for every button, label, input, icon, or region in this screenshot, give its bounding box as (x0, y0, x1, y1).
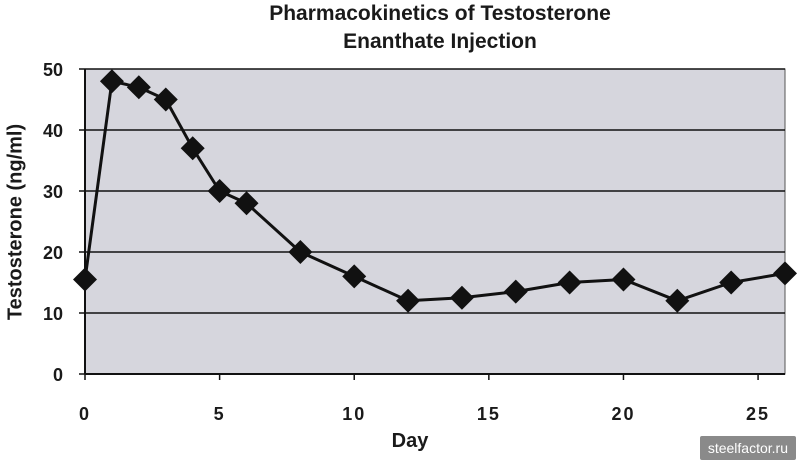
data-point-marker (73, 267, 97, 292)
data-point-marker (449, 285, 474, 310)
data-point-marker (611, 267, 636, 292)
chart-title-line-1: Pharmacokinetics of Testosterone (269, 2, 611, 25)
x-tick-label: 0 (79, 404, 91, 424)
y-tick-label: 20 (43, 243, 63, 263)
data-point-marker (719, 270, 744, 295)
data-point-marker (126, 75, 151, 100)
x-tick-label: 15 (477, 404, 501, 424)
y-tick-label: 30 (43, 182, 63, 202)
data-point-marker (503, 279, 528, 304)
data-point-marker (342, 264, 367, 289)
data-point-marker (153, 87, 178, 112)
data-point-marker (773, 261, 797, 286)
x-axis-label: Day (391, 430, 429, 452)
chart-title-line-2: Enanthate Injection (343, 30, 537, 53)
watermark: steelfactor.ru (699, 436, 796, 460)
data-point-marker (396, 288, 421, 313)
data-point-marker (557, 270, 582, 295)
data-point-marker (207, 179, 232, 203)
data-point-marker (99, 69, 124, 94)
y-tick-label: 0 (53, 365, 63, 385)
x-tick-label: 20 (611, 404, 635, 424)
plot-area (84, 68, 786, 375)
y-tick-label: 10 (43, 304, 63, 324)
x-tick-label: 25 (746, 404, 770, 424)
data-point-marker (665, 288, 690, 313)
data-point-marker (234, 191, 259, 216)
x-tick-label: 10 (342, 404, 366, 424)
data-point-marker (288, 240, 313, 264)
y-tick-label: 40 (43, 121, 63, 141)
y-tick-label: 50 (43, 60, 63, 80)
y-axis-label: Testosterone (ng/ml) (4, 123, 27, 321)
x-tick-label: 5 (214, 404, 226, 424)
data-point-marker (180, 136, 205, 161)
